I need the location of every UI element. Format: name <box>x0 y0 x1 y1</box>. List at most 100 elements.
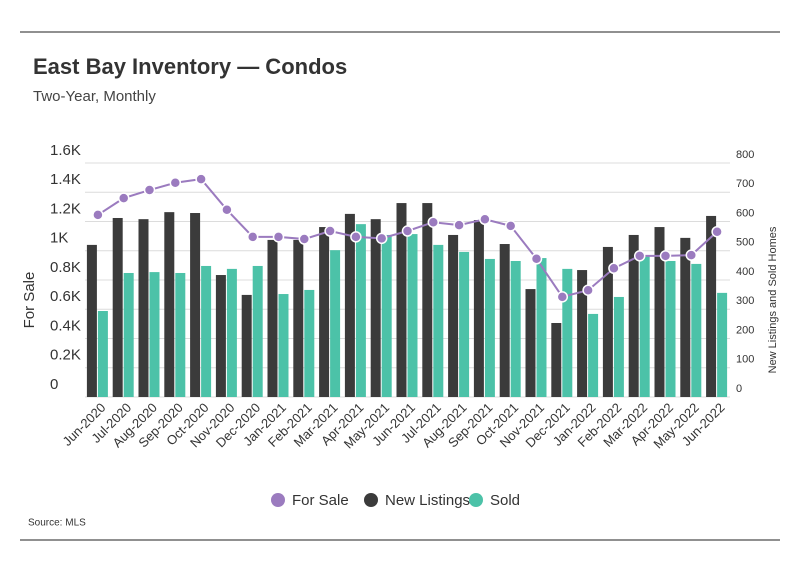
point <box>659 250 672 262</box>
bar <box>344 213 355 397</box>
legend-label: For Sale <box>292 492 349 509</box>
point <box>479 213 491 226</box>
bar <box>355 224 366 397</box>
point <box>530 253 543 265</box>
bar <box>602 246 613 397</box>
bar <box>706 215 717 397</box>
point <box>350 231 362 243</box>
legend-label: Sold <box>490 492 520 509</box>
bar <box>86 244 97 397</box>
bar <box>396 203 407 397</box>
bar <box>319 227 330 397</box>
y2-axis-title: New Listings and Sold Homes <box>767 226 779 373</box>
y-axis-title: For Sale <box>21 272 38 329</box>
point <box>117 192 130 204</box>
point <box>92 209 104 221</box>
y2-tick-label: 800 <box>736 149 754 161</box>
point <box>582 284 594 296</box>
point <box>633 250 646 262</box>
bar <box>665 260 676 397</box>
bar <box>407 234 418 397</box>
bar <box>562 268 573 397</box>
y2-tick-label: 600 <box>736 207 754 219</box>
bar <box>138 219 149 397</box>
bar <box>588 313 599 397</box>
bar <box>175 272 186 397</box>
y-tick-label: 0.8K <box>50 259 81 276</box>
y-tick-label: 1K <box>50 230 68 247</box>
bar <box>536 258 547 397</box>
point <box>453 219 465 231</box>
y2-tick-label: 300 <box>736 295 754 307</box>
bar <box>510 260 521 397</box>
bar <box>241 294 252 397</box>
point <box>375 232 388 245</box>
bar <box>680 237 691 397</box>
y2-tick-label: 500 <box>736 237 754 249</box>
bar <box>330 250 341 397</box>
bar <box>551 322 562 397</box>
point <box>685 249 698 261</box>
bar <box>112 217 123 397</box>
bar <box>433 244 444 397</box>
point <box>272 231 285 243</box>
point <box>324 225 336 237</box>
point <box>169 176 182 189</box>
bar <box>267 239 278 397</box>
point <box>221 204 233 216</box>
bar <box>226 268 237 397</box>
legend-label: New Listings <box>385 492 470 509</box>
point <box>556 291 569 303</box>
bar <box>370 219 381 397</box>
point <box>427 216 440 228</box>
bar <box>577 270 588 397</box>
legend-marker <box>364 493 378 507</box>
point <box>195 173 207 185</box>
y-tick-label: 1.4K <box>50 171 81 188</box>
bar <box>691 263 702 397</box>
bar <box>484 258 495 397</box>
y-tick-label: 1.2K <box>50 200 81 217</box>
point <box>143 184 156 196</box>
bar <box>473 220 484 397</box>
y2-tick-label: 400 <box>736 266 754 278</box>
bar <box>639 255 650 397</box>
bar <box>717 292 728 397</box>
bar <box>422 203 433 397</box>
bar <box>149 272 160 397</box>
y2-tick-label: 200 <box>736 324 754 336</box>
legend-marker <box>271 493 285 507</box>
bar <box>215 275 226 397</box>
bar <box>123 272 134 397</box>
point <box>401 225 414 237</box>
source: Source: MLS <box>28 518 86 529</box>
y2-tick-label: 0 <box>736 383 742 395</box>
y-tick-label: 0.2K <box>50 347 81 364</box>
bar <box>201 265 212 397</box>
bar <box>448 234 459 397</box>
chart-title: East Bay Inventory — Condos <box>33 54 347 79</box>
bar <box>278 294 289 397</box>
point <box>504 220 517 232</box>
y-tick-label: 0.6K <box>50 288 81 305</box>
y2-tick-label: 100 <box>736 354 754 366</box>
point <box>711 225 723 238</box>
bar <box>525 289 536 397</box>
bar <box>613 296 624 397</box>
y-tick-label: 0.4K <box>50 317 81 334</box>
y2-tick-label: 700 <box>736 178 754 190</box>
bar <box>381 234 392 397</box>
bar <box>293 239 304 397</box>
bar <box>304 289 315 397</box>
bar <box>654 227 665 397</box>
chart-subtitle: Two-Year, Monthly <box>33 88 156 105</box>
bar <box>252 265 263 397</box>
y-tick-label: 1.6K <box>50 142 81 159</box>
bar <box>499 244 510 397</box>
bar <box>628 234 639 397</box>
bar <box>190 213 201 397</box>
bar <box>97 311 108 397</box>
point <box>298 233 311 245</box>
legend-marker <box>469 493 483 507</box>
